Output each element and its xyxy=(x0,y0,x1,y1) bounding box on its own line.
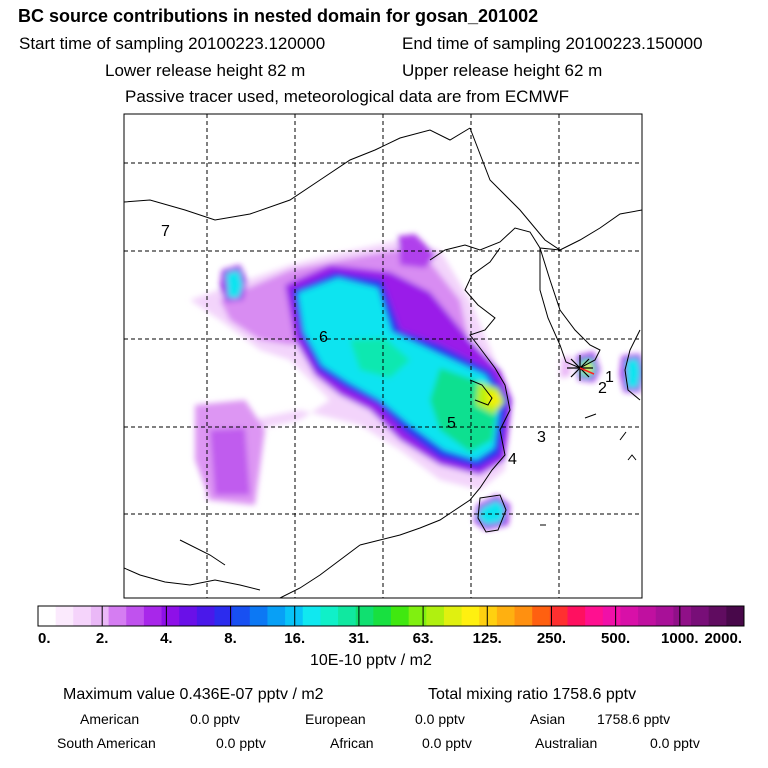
colorbar-swatch xyxy=(708,606,727,626)
colorbar-swatch xyxy=(73,606,92,626)
colorbar-swatch xyxy=(461,606,480,626)
info-label: Passive tracer used, meteorological data… xyxy=(125,87,570,106)
source-label-5: 5 xyxy=(447,415,456,432)
colorbar-swatch xyxy=(443,606,463,626)
colorbar-swatch xyxy=(673,606,692,626)
colorbar-tick-label: 2000. xyxy=(704,630,742,647)
colorbar-tick-label: 31. xyxy=(348,630,369,647)
colorbar-swatch xyxy=(655,606,674,626)
end-time-label: End time of sampling 20100223.150000 xyxy=(402,34,703,53)
colorbar-swatch xyxy=(267,606,286,626)
colorbar-swatch xyxy=(285,606,304,626)
coastlines xyxy=(124,127,642,598)
colorbar-frame xyxy=(37,605,745,627)
colorbar-swatch xyxy=(549,606,568,626)
australian-value: 0.0 pptv xyxy=(650,735,700,751)
american-value: 0.0 pptv xyxy=(190,711,240,727)
lower-release-label: Lower release height 82 m xyxy=(105,61,306,80)
colorbar-swatch xyxy=(567,606,586,626)
upper-release-label: Upper release height 62 m xyxy=(402,61,603,80)
asian-value: 1758.6 pptv xyxy=(597,711,671,727)
lat-lon-grid xyxy=(124,114,642,598)
colorbar-swatch xyxy=(355,606,374,626)
colorbar-swatch xyxy=(373,606,392,626)
south-american-label: South American xyxy=(57,735,156,751)
colorbar-tick-label: 16. xyxy=(284,630,305,647)
colorbar-swatch xyxy=(143,606,163,626)
source-label-4: 4 xyxy=(508,451,517,468)
colorbar-swatch xyxy=(620,606,639,626)
colorbar-swatch xyxy=(479,606,498,626)
colorbar-tick-label: 0. xyxy=(38,630,51,647)
colorbar-swatch xyxy=(496,606,516,626)
african-value: 0.0 pptv xyxy=(422,735,472,751)
colorbar-swatch xyxy=(338,606,357,626)
page-title: BC source contributions in nested domain… xyxy=(18,6,539,26)
total-mixing-label: Total mixing ratio 1758.6 pptv xyxy=(428,686,637,703)
colorbar-swatch xyxy=(161,606,180,626)
trajectory-segment xyxy=(579,367,595,375)
colorbar-tick-label: 250. xyxy=(537,630,566,647)
source-label-3: 3 xyxy=(537,429,546,446)
australian-label: Australian xyxy=(535,735,598,751)
colorbar-swatch xyxy=(426,606,445,626)
colorbar-swatch xyxy=(585,606,604,626)
source-label-7: 7 xyxy=(161,223,170,240)
colorbar-swatch xyxy=(320,606,339,626)
source-label-6: 6 xyxy=(319,329,328,346)
colorbar-swatch xyxy=(726,606,745,626)
colorbar-swatch xyxy=(391,606,410,626)
colorbar-swatch xyxy=(38,606,57,626)
american-label: American xyxy=(80,711,140,727)
colorbar-tick-label: 500. xyxy=(601,630,630,647)
colorbar-tick-label: 63. xyxy=(413,630,434,647)
colorbar-tick-label: 125. xyxy=(473,630,502,647)
colorbar-tick-label: 1000. xyxy=(661,630,699,647)
colorbar-swatch xyxy=(55,606,74,626)
colorbar-swatch xyxy=(691,606,710,626)
colorbar-swatch xyxy=(214,606,233,626)
european-label: European xyxy=(305,711,366,727)
colorbar-swatch xyxy=(108,606,127,626)
colorbar-swatch xyxy=(408,606,427,626)
european-value: 0.0 pptv xyxy=(415,711,465,727)
colorbar-unit-label: 10E-10 pptv / m2 xyxy=(310,652,432,669)
plume-field xyxy=(190,234,642,530)
colorbar-tick-label: 2. xyxy=(96,630,109,647)
south-american-value: 0.0 pptv xyxy=(216,735,266,751)
source-label-1: 1 xyxy=(605,369,614,386)
asian-label: Asian xyxy=(530,711,566,727)
start-time-label: Start time of sampling 20100223.120000 xyxy=(19,34,326,53)
colorbar-swatch xyxy=(514,606,533,626)
colorbar-swatch xyxy=(232,606,251,626)
colorbar-swatch xyxy=(126,606,145,626)
colorbar-swatch xyxy=(196,606,215,626)
source-label-2: 2 xyxy=(598,380,607,397)
colorbar-swatch xyxy=(179,606,198,626)
max-value-label: Maximum value 0.436E-07 pptv / m2 xyxy=(63,686,324,703)
colorbar-swatch xyxy=(90,606,110,626)
colorbar-swatch xyxy=(638,606,657,626)
colorbar-swatch xyxy=(302,606,321,626)
colorbar-tick-label: 8. xyxy=(224,630,237,647)
african-label: African xyxy=(330,735,374,751)
colorbar-swatch xyxy=(249,606,268,626)
map-frame xyxy=(123,113,643,599)
colorbar-swatch xyxy=(532,606,551,626)
colorbar-swatch xyxy=(602,606,621,626)
colorbar-tick-label: 4. xyxy=(160,630,173,647)
